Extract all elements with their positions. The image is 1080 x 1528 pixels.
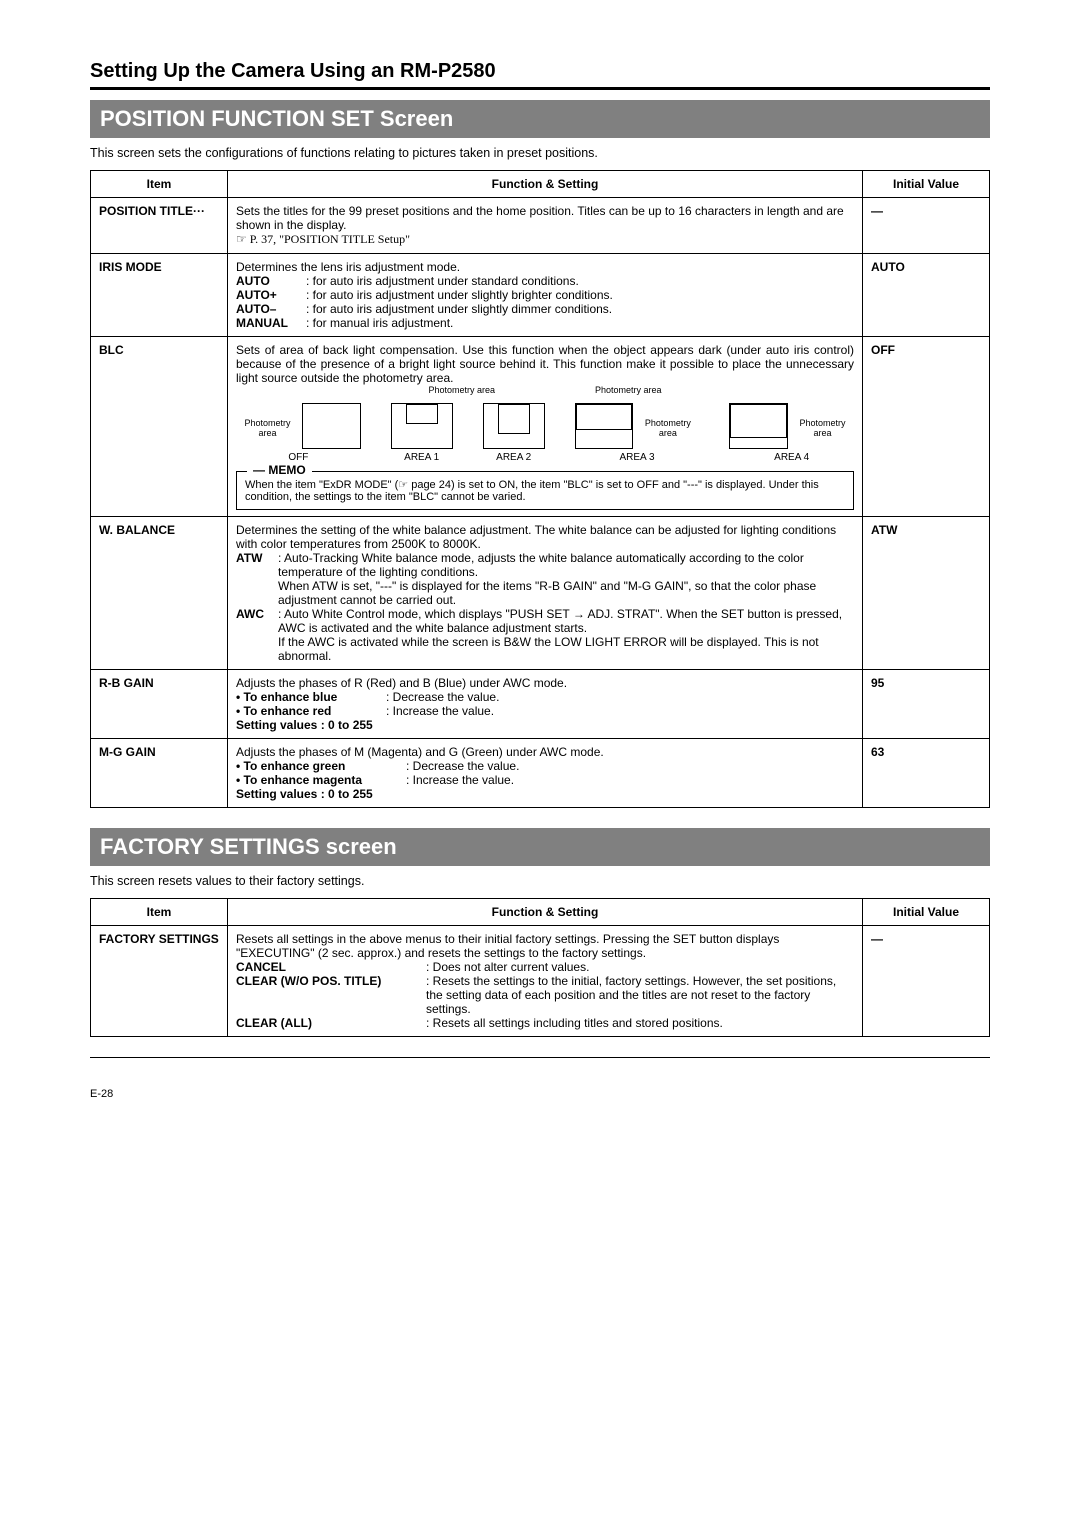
page-number: E-28 (90, 1088, 990, 1100)
area3-box (575, 403, 634, 449)
footer-rule (90, 1057, 990, 1058)
row-init: AUTO (863, 254, 990, 337)
row-item: IRIS MODE (91, 254, 228, 337)
section2-bar: FACTORY SETTINGS screen (90, 828, 990, 866)
row-init: 95 (863, 670, 990, 739)
section2-intro: This screen resets values to their facto… (90, 874, 990, 888)
row-item: POSITION TITLE··· (91, 198, 228, 254)
row-item: R-B GAIN (91, 670, 228, 739)
area1-box (391, 403, 453, 449)
top-heading: Setting Up the Camera Using an RM-P2580 (90, 60, 990, 83)
th-item: Item (91, 899, 228, 926)
table-row: IRIS MODE Determines the lens iris adjus… (91, 254, 990, 337)
row-init: — (863, 926, 990, 1037)
table-row: BLC Sets of area of back light compensat… (91, 337, 990, 517)
th-func: Function & Setting (228, 899, 863, 926)
photometry-top-labels: Photometry area Photometry area (236, 385, 854, 395)
memo-box: — MEMO When the item "ExDR MODE" (☞ page… (236, 471, 854, 510)
table-row: M-G GAIN Adjusts the phases of M (Magent… (91, 739, 990, 808)
row-init: 63 (863, 739, 990, 808)
row-init: ATW (863, 517, 990, 670)
th-func: Function & Setting (228, 171, 863, 198)
row-func: Sets of area of back light compensation.… (228, 337, 863, 517)
table-row: POSITION TITLE··· Sets the titles for th… (91, 198, 990, 254)
row-func: Adjusts the phases of M (Magenta) and G … (228, 739, 863, 808)
th-init: Initial Value (863, 899, 990, 926)
row-item: W. BALANCE (91, 517, 228, 670)
row-item: M-G GAIN (91, 739, 228, 808)
blc-area-diagram: Photometry area OFF AREA 1 (236, 403, 854, 463)
th-init: Initial Value (863, 171, 990, 198)
row-func: Adjusts the phases of R (Red) and B (Blu… (228, 670, 863, 739)
table-row: W. BALANCE Determines the setting of the… (91, 517, 990, 670)
section1-intro: This screen sets the configurations of f… (90, 146, 990, 160)
area-off-box (302, 403, 361, 449)
factory-settings-table: Item Function & Setting Initial Value FA… (90, 898, 990, 1037)
row-item: BLC (91, 337, 228, 517)
position-function-table: Item Function & Setting Initial Value PO… (90, 170, 990, 808)
row-func: Resets all settings in the above menus t… (228, 926, 863, 1037)
area2-box (483, 403, 545, 449)
row-init: OFF (863, 337, 990, 517)
row-func: Determines the lens iris adjustment mode… (228, 254, 863, 337)
table-row: FACTORY SETTINGS Resets all settings in … (91, 926, 990, 1037)
th-item: Item (91, 171, 228, 198)
table-row: R-B GAIN Adjusts the phases of R (Red) a… (91, 670, 990, 739)
row-item: FACTORY SETTINGS (91, 926, 228, 1037)
row-func: Sets the titles for the 99 preset positi… (228, 198, 863, 254)
heading-rule (90, 87, 990, 90)
row-init: — (863, 198, 990, 254)
section1-bar: POSITION FUNCTION SET Screen (90, 100, 990, 138)
row-func: Determines the setting of the white bala… (228, 517, 863, 670)
area4-box (729, 403, 788, 449)
